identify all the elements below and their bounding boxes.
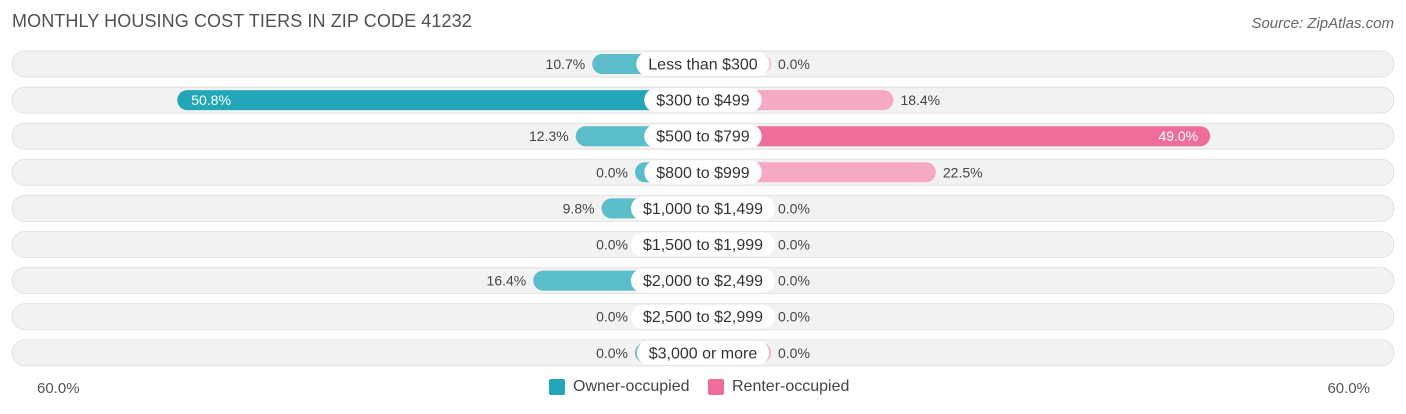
- category-pill: [636, 52, 770, 76]
- renter-bar: [703, 162, 936, 183]
- legend-owner-label: Owner-occupied: [573, 378, 690, 395]
- category-label: $2,000 to $2,499: [643, 273, 763, 290]
- renter-value-label: 0.0%: [778, 56, 810, 72]
- category-label: $500 to $799: [656, 129, 750, 146]
- renter-value-label: 0.0%: [778, 237, 810, 253]
- category-pill: [630, 304, 776, 329]
- owner-value-label: 0.0%: [596, 309, 628, 325]
- category-pill: [636, 340, 770, 365]
- owner-value-label: 9.8%: [563, 200, 595, 216]
- axis-left-label: 60.0%: [37, 380, 80, 397]
- legend-renter-label: Renter-occupied: [732, 378, 850, 395]
- category-label: $1,000 to $1,499: [643, 201, 763, 218]
- renter-value-label: 49.0%: [1158, 128, 1198, 144]
- renter-bar: [703, 126, 1211, 147]
- legend-renter-swatch: [708, 379, 724, 395]
- category-pill: [630, 196, 776, 221]
- legend-renter: Renter-occupied: [708, 378, 849, 396]
- renter-value-label: 0.0%: [778, 273, 810, 289]
- owner-value-label: 10.7%: [546, 56, 586, 72]
- owner-value-label: 0.0%: [596, 237, 628, 253]
- category-label: $800 to $999: [656, 165, 750, 182]
- renter-value-label: 0.0%: [778, 200, 810, 216]
- legend-owner: Owner-occupied: [549, 378, 690, 396]
- axis-right-label: 60.0%: [1327, 380, 1370, 397]
- category-pill: [644, 160, 762, 185]
- legend: Owner-occupied Renter-occupied: [0, 378, 1406, 400]
- chart-title: MONTHLY HOUSING COST TIERS IN ZIP CODE 4…: [12, 11, 472, 31]
- owner-value-label: 12.3%: [529, 128, 569, 144]
- category-label: $2,500 to $2,999: [643, 309, 763, 326]
- owner-bar: [177, 90, 704, 111]
- category-pill: [644, 88, 762, 113]
- source-credit: Source: ZipAtlas.com: [1251, 15, 1394, 32]
- category-label: Less than $300: [648, 57, 758, 74]
- legend-owner-swatch: [549, 379, 565, 395]
- category-pill: [630, 268, 776, 293]
- category-label: $3,000 or more: [649, 345, 758, 362]
- owner-value-label: 16.4%: [487, 273, 527, 289]
- category-label: $300 to $499: [656, 93, 750, 110]
- renter-value-label: 0.0%: [778, 309, 810, 325]
- owner-value-label: 50.8%: [191, 92, 231, 108]
- renter-value-label: 18.4%: [900, 92, 940, 108]
- category-pill: [644, 124, 762, 149]
- owner-value-label: 0.0%: [596, 164, 628, 180]
- renter-value-label: 0.0%: [778, 345, 810, 361]
- category-pill: [630, 232, 776, 257]
- owner-value-label: 0.0%: [596, 345, 628, 361]
- renter-value-label: 22.5%: [943, 164, 983, 180]
- category-label: $1,500 to $1,999: [643, 237, 763, 254]
